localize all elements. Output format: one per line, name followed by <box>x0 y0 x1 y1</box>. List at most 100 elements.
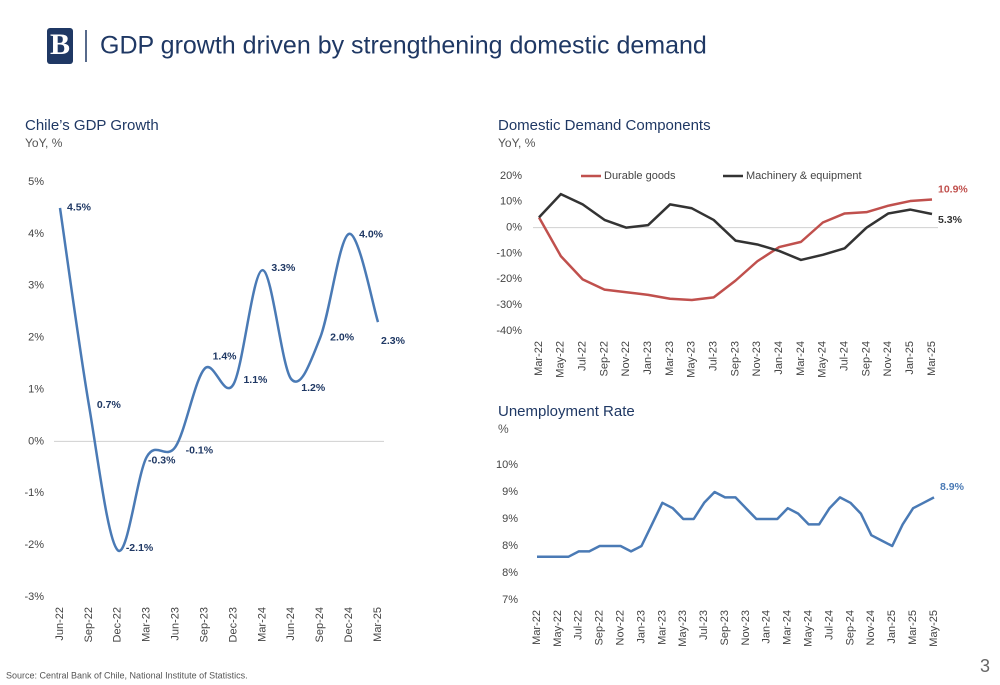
x-tick-label: Jul-24 <box>839 341 851 371</box>
data-label: -0.3% <box>148 455 176 467</box>
x-tick-label: Sep-23 <box>198 607 210 642</box>
x-tick-label: Jan-25 <box>904 341 916 375</box>
x-tick-label: May-22 <box>552 610 564 647</box>
y-tick-label: 20% <box>500 170 522 182</box>
logo-letter: B <box>50 28 70 61</box>
data-label: 4.5% <box>67 202 92 214</box>
x-tick-label: Sep-22 <box>598 341 610 376</box>
y-tick-label: -40% <box>496 325 522 337</box>
data-label: 2.3% <box>381 335 406 347</box>
x-tick-label: Mar-23 <box>664 341 676 376</box>
y-tick-label: -1% <box>24 487 44 499</box>
x-tick-label: Mar-24 <box>795 341 807 376</box>
page-number: 3 <box>980 656 990 676</box>
x-tick-label: Mar-23 <box>141 607 153 642</box>
data-label: 0.7% <box>97 399 122 411</box>
y-tick-label: -20% <box>496 273 522 285</box>
data-label: 10.9% <box>938 183 968 195</box>
y-tick-label: 0% <box>28 435 44 447</box>
chart-title: Unemployment Rate <box>498 403 635 420</box>
x-tick-label: Jun-23 <box>170 607 182 641</box>
x-tick-label: May-23 <box>677 610 689 647</box>
x-tick-label: Dec-22 <box>112 607 124 642</box>
logo-mark <box>47 28 73 64</box>
data-label: -0.1% <box>186 444 214 456</box>
x-tick-label: Jul-23 <box>698 610 710 640</box>
x-tick-label: Sep-23 <box>729 341 741 376</box>
data-line <box>538 192 933 262</box>
x-tick-label: Jun-22 <box>54 607 66 641</box>
x-tick-label: Mar-23 <box>656 610 668 645</box>
chart-subtitle: YoY, % <box>25 136 63 150</box>
legend-label: Durable goods <box>604 170 676 182</box>
x-tick-label: Nov-23 <box>751 341 763 376</box>
data-line <box>537 490 935 559</box>
y-tick-label: 10% <box>500 196 522 208</box>
chart-title: Domestic Demand Components <box>498 117 711 134</box>
x-tick-label: May-25 <box>928 610 940 647</box>
slide-title: GDP growth driven by strengthening domes… <box>100 32 707 60</box>
x-tick-label: Nov-22 <box>614 610 626 645</box>
x-tick-label: Jul-22 <box>573 610 585 640</box>
y-tick-label: 8% <box>502 540 518 552</box>
x-tick-label: Jun-24 <box>285 607 297 641</box>
y-tick-label: 5% <box>28 176 44 188</box>
data-label: 1.4% <box>213 351 238 363</box>
x-tick-label: Dec-23 <box>227 607 239 642</box>
y-tick-label: 1% <box>28 383 44 395</box>
y-tick-label: 9% <box>502 513 518 525</box>
chart-subtitle: YoY, % <box>498 136 536 150</box>
y-tick-label: -3% <box>24 591 44 603</box>
y-tick-label: 10% <box>496 459 518 471</box>
x-tick-label: Jul-23 <box>708 341 720 371</box>
x-tick-label: Sep-22 <box>594 610 606 645</box>
data-label: 8.9% <box>940 481 965 493</box>
data-label: 1.1% <box>243 374 268 386</box>
x-tick-label: Mar-22 <box>531 610 543 645</box>
y-tick-label: 4% <box>28 228 44 240</box>
data-label: -2.1% <box>126 542 154 554</box>
data-label: 3.3% <box>271 262 296 274</box>
x-tick-label: Nov-22 <box>620 341 632 376</box>
data-label: 5.3% <box>938 214 963 226</box>
x-tick-label: Jul-24 <box>823 610 835 640</box>
y-tick-label: 3% <box>28 280 44 292</box>
x-tick-label: May-24 <box>803 610 815 647</box>
data-line <box>537 198 933 302</box>
x-tick-label: May-23 <box>686 341 698 378</box>
x-tick-label: Mar-25 <box>926 341 938 376</box>
y-tick-label: -10% <box>496 247 522 259</box>
data-label: 2.0% <box>330 331 355 343</box>
x-tick-label: Nov-24 <box>882 341 894 376</box>
x-tick-label: May-22 <box>555 341 567 378</box>
y-tick-label: 8% <box>502 567 518 579</box>
y-tick-label: 0% <box>506 222 522 234</box>
y-tick-label: 2% <box>28 332 44 344</box>
x-tick-label: Nov-23 <box>740 610 752 645</box>
y-tick-label: 9% <box>502 486 518 498</box>
chart-subtitle: % <box>498 422 509 436</box>
x-tick-label: Mar-24 <box>256 607 268 642</box>
x-tick-label: Nov-24 <box>865 610 877 645</box>
x-tick-label: Jan-23 <box>635 610 647 644</box>
x-tick-label: Jan-23 <box>642 341 654 375</box>
y-tick-label: -2% <box>24 539 44 551</box>
logo: B <box>47 28 73 64</box>
x-tick-label: Jan-24 <box>761 610 773 644</box>
data-line <box>58 207 380 552</box>
x-tick-label: Sep-24 <box>860 341 872 376</box>
data-label: 1.2% <box>301 382 326 394</box>
y-tick-label: -30% <box>496 299 522 311</box>
source-note: Source: Central Bank of Chile, National … <box>6 670 248 680</box>
x-tick-label: Mar-22 <box>533 341 545 376</box>
x-tick-label: Dec-24 <box>343 607 355 642</box>
x-tick-label: Mar-24 <box>782 610 794 645</box>
x-tick-label: Jan-24 <box>773 341 785 375</box>
x-tick-label: Sep-24 <box>314 607 326 642</box>
x-tick-label: May-24 <box>817 341 829 378</box>
x-tick-label: Jan-25 <box>886 610 898 644</box>
x-tick-label: Jul-22 <box>577 341 589 371</box>
chart-title: Chile’s GDP Growth <box>25 117 159 134</box>
y-tick-label: 7% <box>502 594 518 606</box>
